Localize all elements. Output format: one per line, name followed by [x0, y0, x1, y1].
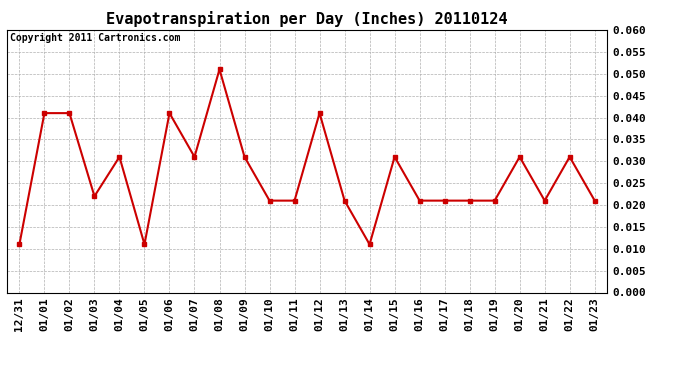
Text: Copyright 2011 Cartronics.com: Copyright 2011 Cartronics.com [10, 33, 180, 43]
Title: Evapotranspiration per Day (Inches) 20110124: Evapotranspiration per Day (Inches) 2011… [106, 12, 508, 27]
